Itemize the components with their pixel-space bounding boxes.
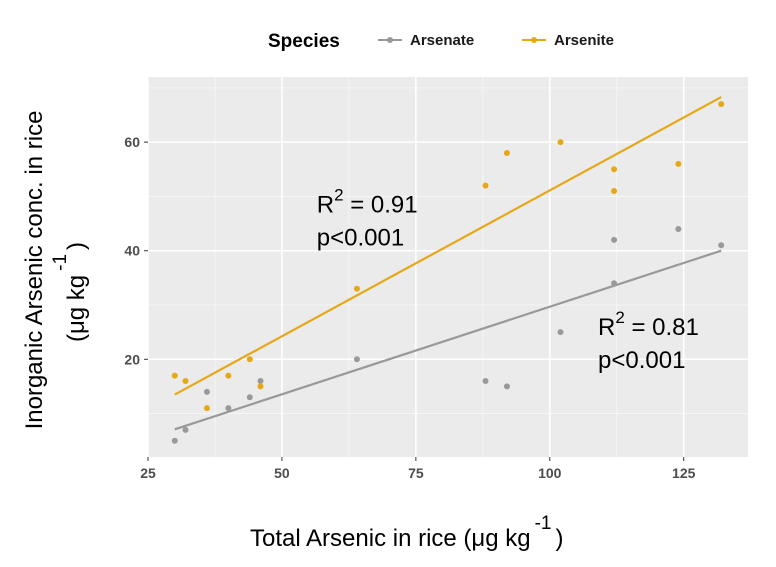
point-arsenate (203, 388, 210, 395)
x-axis-ticks: 25 50 75 100 125 (140, 457, 696, 481)
point-arsenite (182, 378, 189, 384)
annotation-arsenite-fit: R2 = 0.91 p<0.001 (317, 186, 418, 252)
x-axis-title: Total Arsenic in rice (μg kg-1) (250, 513, 564, 552)
point-arsenate (718, 242, 725, 249)
x-tick-label: 125 (672, 465, 696, 481)
annotation-arsenate-fit: R2 = 0.81 p<0.001 (598, 308, 699, 374)
point-arsenate (675, 226, 682, 232)
plot-panel (148, 77, 748, 457)
point-arsenite (503, 150, 510, 156)
legend-arsenite-dot (531, 37, 537, 43)
x-tick-label: 100 (538, 465, 562, 481)
legend: Species Arsenate Arsenite (268, 31, 614, 52)
y-axis-title-line2: (μg kg-1) (50, 242, 90, 342)
fit-line-arsenate (174, 249, 722, 431)
point-arsenite (611, 188, 618, 194)
annotation-arsenate-p: p<0.001 (598, 347, 685, 374)
point-arsenate (482, 378, 489, 384)
y-tick-label: 40 (124, 243, 140, 259)
fit-line-arsenite (174, 96, 722, 396)
legend-arsenate-label: Arsenate (410, 32, 474, 49)
point-arsenate (182, 426, 189, 433)
x-tick-label: 50 (274, 465, 290, 481)
point-arsenite (203, 405, 210, 412)
x-tick-label: 75 (408, 465, 424, 481)
point-arsenate (611, 236, 618, 243)
point-arsenate (246, 394, 253, 401)
point-arsenite (557, 139, 564, 146)
point-arsenite (353, 285, 360, 292)
annotation-arsenate-r2: R2 = 0.81 (598, 308, 699, 341)
point-arsenite (611, 166, 618, 173)
point-arsenite (246, 356, 253, 363)
fit-lines (174, 96, 722, 431)
point-arsenate (611, 280, 618, 287)
point-arsenate (353, 356, 360, 363)
point-arsenite (482, 182, 489, 189)
point-arsenite (257, 383, 264, 390)
data-points (171, 101, 725, 444)
gridlines (147, 77, 748, 457)
point-arsenite (225, 372, 232, 379)
x-tick-label: 25 (140, 465, 156, 481)
point-arsenate (225, 405, 232, 412)
legend-arsenate-dot (387, 37, 393, 43)
y-axis-title: Inorganic Arsenic conc. in rice (μg kg-1… (21, 111, 90, 430)
y-tick-label: 60 (124, 134, 140, 150)
legend-title: Species (268, 31, 340, 52)
y-tick-label: 20 (124, 351, 140, 367)
point-arsenite (171, 372, 178, 379)
annotation-arsenite-p: p<0.001 (317, 225, 404, 252)
y-axis-title-line1: Inorganic Arsenic conc. in rice (21, 111, 48, 430)
annotation-arsenite-r2: R2 = 0.91 (317, 186, 418, 219)
point-arsenate (171, 437, 178, 444)
point-arsenate (257, 378, 264, 384)
legend-arsenite-label: Arsenite (554, 32, 614, 49)
point-arsenate (503, 383, 510, 390)
point-arsenite (675, 160, 682, 167)
point-arsenite (718, 101, 725, 108)
y-axis-ticks: 20 40 60 (124, 134, 148, 367)
point-arsenate (557, 329, 564, 336)
